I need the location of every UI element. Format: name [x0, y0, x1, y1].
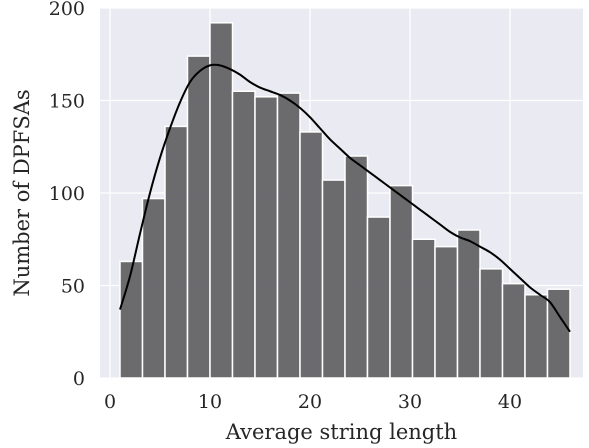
histogram-bar — [119, 260, 144, 379]
histogram-bar — [321, 179, 346, 379]
y-tick-label: 150 — [49, 91, 85, 113]
histogram-bar — [524, 294, 549, 379]
histogram-bar — [141, 197, 166, 379]
histogram-bar — [456, 229, 481, 379]
x-tick-label: 20 — [298, 391, 322, 413]
y-axis-label: Number of DPFSAs — [10, 89, 34, 296]
histogram-bar — [299, 131, 324, 379]
histogram-bar — [479, 268, 504, 379]
histogram-bar — [164, 125, 189, 379]
y-tick-labels: 0 50 100 150 200 — [49, 0, 85, 390]
x-axis-label: Average string length — [225, 420, 457, 444]
histogram-bar — [389, 184, 414, 379]
histogram-bar — [546, 288, 571, 379]
y-tick-label: 100 — [49, 183, 85, 205]
histogram-bar — [276, 92, 301, 379]
y-tick-label: 50 — [61, 276, 85, 298]
histogram-bar — [186, 55, 211, 379]
histogram-bar — [209, 22, 234, 379]
y-tick-label: 0 — [73, 368, 85, 390]
histogram-bar — [411, 238, 436, 379]
y-tick-label: 200 — [49, 0, 85, 20]
bars — [119, 22, 571, 379]
x-tick-label: 10 — [198, 391, 222, 413]
x-tick-label: 0 — [104, 391, 116, 413]
histogram-bar — [254, 96, 279, 379]
histogram-bar — [434, 245, 459, 379]
kde-curve — [119, 63, 571, 333]
x-tick-labels: 0 10 20 30 40 — [104, 391, 522, 413]
histogram-bar — [501, 282, 526, 379]
histogram-bar — [231, 90, 256, 379]
histogram-bar — [344, 155, 369, 379]
histogram-bar — [366, 216, 391, 379]
x-tick-label: 30 — [398, 391, 422, 413]
x-tick-label: 40 — [498, 391, 522, 413]
